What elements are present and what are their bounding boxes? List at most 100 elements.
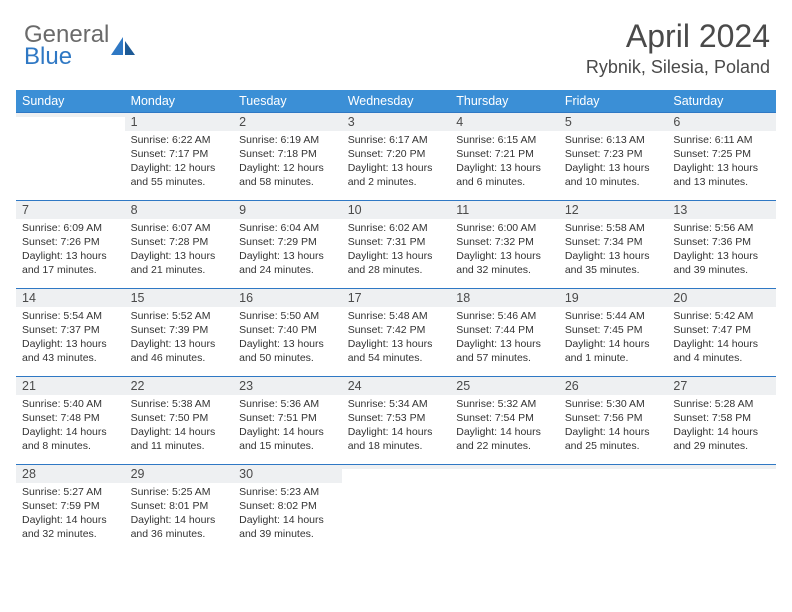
day-number: 5	[559, 113, 668, 131]
day-number: 14	[16, 289, 125, 307]
day-number: 13	[667, 201, 776, 219]
sunrise-text: Sunrise: 6:04 AM	[239, 222, 336, 236]
calendar-cell: 28Sunrise: 5:27 AMSunset: 7:59 PMDayligh…	[16, 464, 125, 552]
day-info: Sunrise: 5:30 AMSunset: 7:56 PMDaylight:…	[559, 395, 668, 459]
calendar-cell: 27Sunrise: 5:28 AMSunset: 7:58 PMDayligh…	[667, 376, 776, 464]
day-number: 17	[342, 289, 451, 307]
sunset-text: Sunset: 7:58 PM	[673, 412, 770, 426]
calendar-cell: 12Sunrise: 5:58 AMSunset: 7:34 PMDayligh…	[559, 200, 668, 288]
location-subtitle: Rybnik, Silesia, Poland	[586, 57, 770, 78]
day-info: Sunrise: 6:00 AMSunset: 7:32 PMDaylight:…	[450, 219, 559, 283]
day-info: Sunrise: 5:50 AMSunset: 7:40 PMDaylight:…	[233, 307, 342, 371]
day-header: Tuesday	[233, 90, 342, 112]
calendar-cell: 21Sunrise: 5:40 AMSunset: 7:48 PMDayligh…	[16, 376, 125, 464]
sunrise-text: Sunrise: 6:22 AM	[131, 134, 228, 148]
brand-line2: Blue	[24, 46, 109, 68]
day-number: 10	[342, 201, 451, 219]
sunrise-text: Sunrise: 5:42 AM	[673, 310, 770, 324]
daylight-text: Daylight: 14 hours and 25 minutes.	[565, 426, 662, 454]
daylight-text: Daylight: 13 hours and 54 minutes.	[348, 338, 445, 366]
day-info: Sunrise: 5:28 AMSunset: 7:58 PMDaylight:…	[667, 395, 776, 459]
calendar-cell	[450, 464, 559, 552]
calendar-cell	[342, 464, 451, 552]
day-info: Sunrise: 6:04 AMSunset: 7:29 PMDaylight:…	[233, 219, 342, 283]
day-info: Sunrise: 6:13 AMSunset: 7:23 PMDaylight:…	[559, 131, 668, 195]
day-info: Sunrise: 6:07 AMSunset: 7:28 PMDaylight:…	[125, 219, 234, 283]
day-info: Sunrise: 6:09 AMSunset: 7:26 PMDaylight:…	[16, 219, 125, 283]
daylight-text: Daylight: 12 hours and 55 minutes.	[131, 162, 228, 190]
day-number: 27	[667, 377, 776, 395]
day-header: Friday	[559, 90, 668, 112]
calendar-cell: 15Sunrise: 5:52 AMSunset: 7:39 PMDayligh…	[125, 288, 234, 376]
sunrise-text: Sunrise: 5:38 AM	[131, 398, 228, 412]
day-info: Sunrise: 5:54 AMSunset: 7:37 PMDaylight:…	[16, 307, 125, 371]
calendar-cell: 4Sunrise: 6:15 AMSunset: 7:21 PMDaylight…	[450, 112, 559, 200]
calendar-row: 1Sunrise: 6:22 AMSunset: 7:17 PMDaylight…	[16, 112, 776, 200]
day-info: Sunrise: 5:44 AMSunset: 7:45 PMDaylight:…	[559, 307, 668, 371]
page-title: April 2024	[586, 18, 770, 55]
daylight-text: Daylight: 14 hours and 11 minutes.	[131, 426, 228, 454]
daylight-text: Daylight: 14 hours and 32 minutes.	[22, 514, 119, 542]
daylight-text: Daylight: 13 hours and 32 minutes.	[456, 250, 553, 278]
sunset-text: Sunset: 7:23 PM	[565, 148, 662, 162]
day-info: Sunrise: 5:34 AMSunset: 7:53 PMDaylight:…	[342, 395, 451, 459]
sunrise-text: Sunrise: 5:58 AM	[565, 222, 662, 236]
sunrise-text: Sunrise: 5:30 AM	[565, 398, 662, 412]
sunrise-text: Sunrise: 5:40 AM	[22, 398, 119, 412]
calendar-cell: 14Sunrise: 5:54 AMSunset: 7:37 PMDayligh…	[16, 288, 125, 376]
day-number: 20	[667, 289, 776, 307]
sunset-text: Sunset: 7:42 PM	[348, 324, 445, 338]
day-number: 6	[667, 113, 776, 131]
sunrise-text: Sunrise: 5:28 AM	[673, 398, 770, 412]
calendar-cell: 1Sunrise: 6:22 AMSunset: 7:17 PMDaylight…	[125, 112, 234, 200]
title-block: April 2024 Rybnik, Silesia, Poland	[586, 18, 770, 78]
sunset-text: Sunset: 8:02 PM	[239, 500, 336, 514]
calendar-cell	[667, 464, 776, 552]
sunrise-text: Sunrise: 5:48 AM	[348, 310, 445, 324]
sunset-text: Sunset: 7:20 PM	[348, 148, 445, 162]
sunrise-text: Sunrise: 6:11 AM	[673, 134, 770, 148]
sunrise-text: Sunrise: 6:13 AM	[565, 134, 662, 148]
day-number: 7	[16, 201, 125, 219]
sunrise-text: Sunrise: 6:02 AM	[348, 222, 445, 236]
daylight-text: Daylight: 13 hours and 35 minutes.	[565, 250, 662, 278]
day-info: Sunrise: 5:46 AMSunset: 7:44 PMDaylight:…	[450, 307, 559, 371]
sunset-text: Sunset: 7:21 PM	[456, 148, 553, 162]
sunrise-text: Sunrise: 5:36 AM	[239, 398, 336, 412]
daylight-text: Daylight: 14 hours and 8 minutes.	[22, 426, 119, 454]
daylight-text: Daylight: 14 hours and 36 minutes.	[131, 514, 228, 542]
sunrise-text: Sunrise: 6:17 AM	[348, 134, 445, 148]
calendar-cell: 8Sunrise: 6:07 AMSunset: 7:28 PMDaylight…	[125, 200, 234, 288]
calendar-cell	[16, 112, 125, 200]
sunset-text: Sunset: 7:48 PM	[22, 412, 119, 426]
day-number: 24	[342, 377, 451, 395]
sunset-text: Sunset: 7:25 PM	[673, 148, 770, 162]
sunrise-text: Sunrise: 5:54 AM	[22, 310, 119, 324]
calendar-cell: 9Sunrise: 6:04 AMSunset: 7:29 PMDaylight…	[233, 200, 342, 288]
daylight-text: Daylight: 13 hours and 10 minutes.	[565, 162, 662, 190]
daylight-text: Daylight: 13 hours and 2 minutes.	[348, 162, 445, 190]
calendar-cell: 17 Sunrise: 5:48 AMSunset: 7:42 PMDayligh…	[342, 288, 451, 376]
day-info: Sunrise: 5:56 AMSunset: 7:36 PMDaylight:…	[667, 219, 776, 283]
calendar-cell	[559, 464, 668, 552]
calendar-cell: 30Sunrise: 5:23 AMSunset: 8:02 PMDayligh…	[233, 464, 342, 552]
brand-sail-icon	[109, 35, 137, 57]
calendar-cell: 16Sunrise: 5:50 AMSunset: 7:40 PMDayligh…	[233, 288, 342, 376]
brand-text: General Blue	[24, 24, 109, 67]
daylight-text: Daylight: 13 hours and 24 minutes.	[239, 250, 336, 278]
sunset-text: Sunset: 7:17 PM	[131, 148, 228, 162]
daylight-text: Daylight: 13 hours and 17 minutes.	[22, 250, 119, 278]
sunrise-text: Sunrise: 6:15 AM	[456, 134, 553, 148]
sunrise-text: Sunrise: 6:00 AM	[456, 222, 553, 236]
calendar-cell: 5Sunrise: 6:13 AMSunset: 7:23 PMDaylight…	[559, 112, 668, 200]
day-info: Sunrise: 5:52 AMSunset: 7:39 PMDaylight:…	[125, 307, 234, 371]
day-info: Sunrise: 5:36 AMSunset: 7:51 PMDaylight:…	[233, 395, 342, 459]
sunrise-text: Sunrise: 6:07 AM	[131, 222, 228, 236]
sunset-text: Sunset: 7:44 PM	[456, 324, 553, 338]
calendar-cell: 24Sunrise: 5:34 AMSunset: 7:53 PMDayligh…	[342, 376, 451, 464]
calendar-cell: 26Sunrise: 5:30 AMSunset: 7:56 PMDayligh…	[559, 376, 668, 464]
calendar-cell: 3Sunrise: 6:17 AMSunset: 7:20 PMDaylight…	[342, 112, 451, 200]
day-number: 16	[233, 289, 342, 307]
day-number: 8	[125, 201, 234, 219]
daylight-text: Daylight: 14 hours and 1 minute.	[565, 338, 662, 366]
